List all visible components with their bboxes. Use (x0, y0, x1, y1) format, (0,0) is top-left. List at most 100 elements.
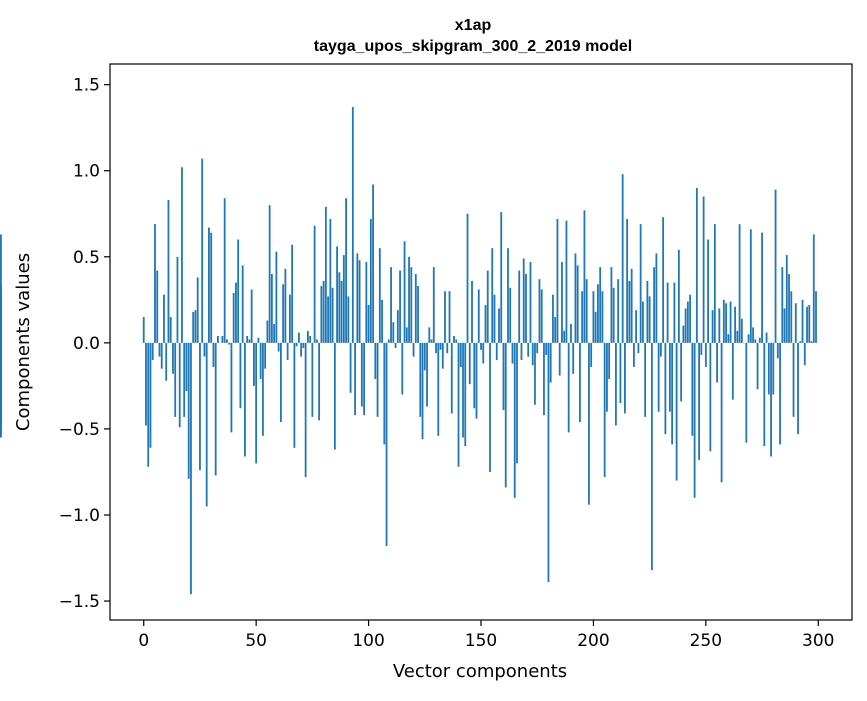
bar (213, 343, 215, 367)
bar (352, 107, 354, 343)
bar (680, 343, 682, 402)
bar (314, 226, 316, 343)
bar (154, 224, 156, 343)
bar (372, 185, 374, 343)
bar (370, 219, 372, 343)
bar (696, 188, 698, 343)
bar (518, 271, 520, 343)
bar (458, 343, 460, 467)
bar (165, 343, 167, 381)
bar (204, 343, 206, 357)
bar (770, 343, 772, 457)
y-tick-label: −0.5 (59, 420, 100, 440)
bar (269, 205, 271, 343)
bar (437, 343, 439, 436)
bar (525, 274, 527, 343)
bar (485, 305, 487, 343)
bar (273, 324, 275, 343)
bar (772, 343, 774, 395)
bar (514, 343, 516, 498)
bar (655, 253, 657, 343)
bar (406, 327, 408, 342)
bar (293, 343, 295, 448)
bar (305, 343, 307, 477)
bar (669, 343, 671, 412)
bar (736, 331, 738, 343)
bar (552, 295, 554, 343)
bar (379, 248, 381, 343)
bar (588, 343, 590, 505)
bar (739, 224, 741, 343)
bar (469, 343, 471, 384)
bar (260, 343, 262, 379)
bar (673, 283, 675, 343)
bar (289, 295, 291, 343)
bar (325, 207, 327, 343)
bar (714, 224, 716, 343)
bar (363, 343, 365, 415)
bar (685, 308, 687, 342)
bar (410, 267, 412, 343)
bar (152, 343, 154, 360)
bar (676, 343, 678, 481)
bar (622, 174, 624, 343)
bar (507, 248, 509, 343)
bar (671, 343, 673, 445)
bar (381, 300, 383, 343)
bar (147, 343, 149, 467)
bar (557, 219, 559, 343)
bar (662, 217, 664, 343)
bar (703, 197, 705, 343)
bar (392, 322, 394, 343)
bar (471, 281, 473, 343)
bar (763, 343, 765, 446)
bar (275, 252, 277, 343)
bar (523, 259, 525, 343)
bar (431, 339, 433, 342)
y-tick-label: 1.0 (73, 162, 100, 182)
bar (489, 343, 491, 472)
bar (806, 307, 808, 343)
bar (624, 343, 626, 414)
bar (298, 333, 300, 343)
bar (534, 343, 536, 405)
bar (143, 317, 145, 343)
bar (590, 343, 592, 367)
bar (255, 343, 257, 464)
bar (316, 339, 318, 342)
bar (813, 234, 815, 342)
bar (797, 343, 799, 434)
bar (496, 343, 498, 360)
bar (503, 343, 505, 410)
bar (159, 343, 161, 357)
bar (480, 343, 482, 350)
bar (233, 293, 235, 343)
bar (161, 343, 163, 369)
bar (449, 291, 451, 343)
bar (307, 331, 309, 343)
bar (174, 343, 176, 417)
bar (359, 260, 361, 343)
x-tick-label: 150 (465, 631, 497, 651)
bar (691, 343, 693, 436)
bar (613, 288, 615, 343)
bar (689, 295, 691, 343)
bar (278, 343, 280, 352)
bar (741, 319, 743, 343)
bar (570, 324, 572, 343)
bar (296, 343, 298, 346)
bar (462, 343, 464, 438)
bar (309, 336, 311, 343)
bar (541, 290, 543, 343)
bar (332, 288, 334, 343)
bar (527, 343, 529, 357)
bar (415, 274, 417, 343)
bar (775, 190, 777, 343)
bar (413, 343, 415, 357)
bar (168, 200, 170, 343)
bar (577, 265, 579, 342)
bar (815, 291, 817, 343)
bar (206, 343, 208, 507)
bar (658, 343, 660, 412)
